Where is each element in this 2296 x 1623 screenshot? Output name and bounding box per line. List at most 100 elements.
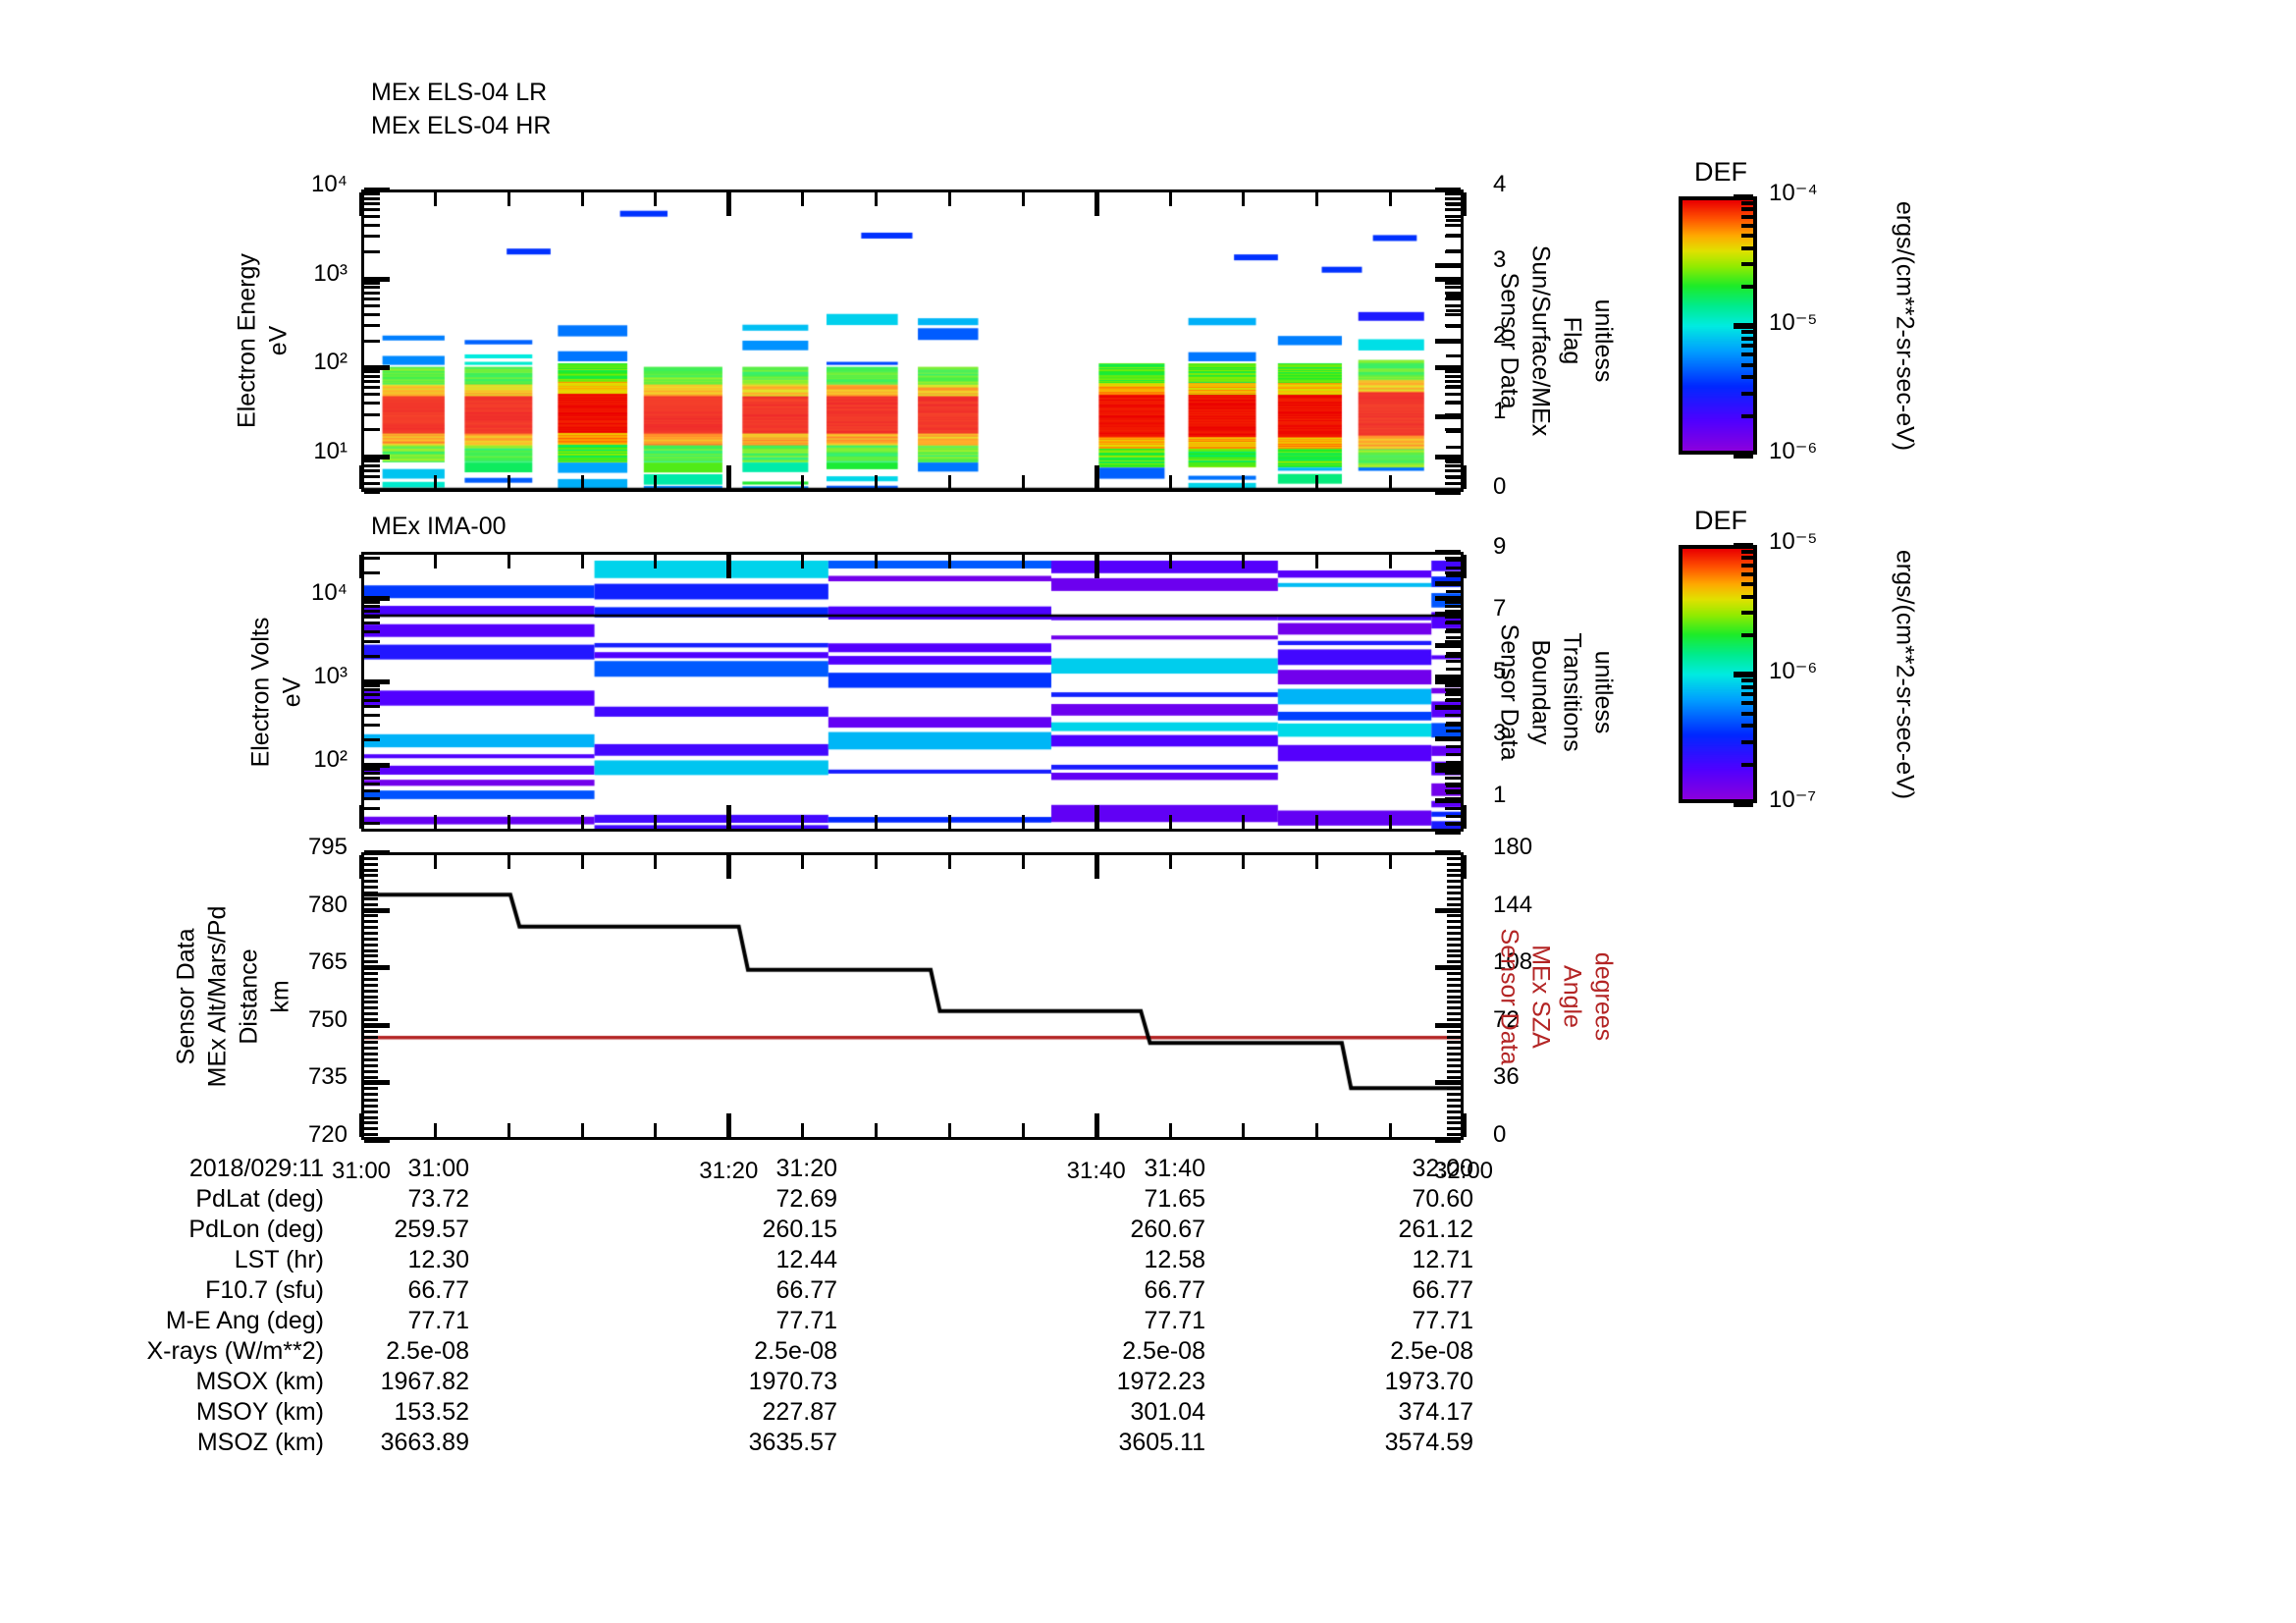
table-cell: 72.69 xyxy=(775,1185,837,1213)
axis-tick xyxy=(1447,943,1461,947)
axis-tick xyxy=(1435,705,1461,711)
axis-tick xyxy=(364,1133,378,1137)
axis-tick xyxy=(364,926,378,930)
axis-tick xyxy=(1021,555,1025,568)
axis-tick xyxy=(1734,542,1753,549)
axis-tick xyxy=(364,724,380,728)
axis-tick xyxy=(580,815,584,829)
axis-tick xyxy=(364,705,380,709)
table-cell: 153.52 xyxy=(394,1398,469,1426)
axis-tick xyxy=(1435,414,1461,419)
axis-tick xyxy=(580,475,584,489)
axis-tick xyxy=(1447,1053,1461,1056)
axis-tick xyxy=(1435,830,1461,835)
axis-tick xyxy=(1741,200,1753,205)
axis-tick xyxy=(1446,460,1461,464)
axis-tick xyxy=(1741,549,1753,554)
table-cell: 3663.89 xyxy=(380,1429,469,1456)
axis-tick xyxy=(1445,196,1461,200)
axis-tick xyxy=(1446,784,1461,787)
axis-tick xyxy=(1446,445,1461,449)
altitude-line-canvas xyxy=(364,855,1461,1137)
axis-tick xyxy=(1446,369,1461,373)
axis-tick xyxy=(1734,193,1753,200)
axis-tick xyxy=(1741,207,1753,212)
axis-tick xyxy=(1445,655,1461,659)
axis-tick xyxy=(1445,788,1461,792)
axis-tick xyxy=(1447,886,1461,890)
axis-tick xyxy=(364,365,390,371)
axis-tick xyxy=(364,215,380,219)
altitude-y-axis-label: km xyxy=(266,979,294,1013)
axis-tick xyxy=(1447,1006,1461,1010)
axis-tick xyxy=(1445,312,1461,316)
axis-tick xyxy=(947,855,951,869)
axis-tick xyxy=(364,943,378,947)
table-row-label: 2018/029:11 xyxy=(188,1155,324,1182)
axis-tick xyxy=(1445,281,1461,285)
colorbar-tick-label: 10⁻⁵ xyxy=(1769,528,1818,555)
table-cell: 66.77 xyxy=(1144,1276,1205,1304)
axis-tick xyxy=(1446,791,1461,795)
axis-tick xyxy=(1446,776,1461,780)
axis-tick xyxy=(1447,1133,1461,1137)
axis-tick xyxy=(1168,475,1172,489)
axis-tick xyxy=(801,475,805,489)
axis-tick xyxy=(875,815,879,829)
axis-tick xyxy=(875,475,879,489)
axis-tick xyxy=(1462,1113,1467,1137)
axis-tick xyxy=(359,192,364,216)
axis-tick xyxy=(1447,954,1461,958)
els-right-axis-label: unitless xyxy=(1589,298,1618,383)
axis-tick xyxy=(1447,1029,1461,1033)
colorbar-tick-label: 10⁻⁷ xyxy=(1769,786,1817,813)
axis-tick xyxy=(1741,633,1753,638)
axis-tick xyxy=(1389,475,1393,489)
axis-tick xyxy=(1447,1057,1461,1061)
axis-tick xyxy=(364,1041,378,1045)
table-row-label: M-E Ang (deg) xyxy=(165,1307,324,1334)
axis-tick xyxy=(1741,563,1753,568)
axis-tick xyxy=(364,339,380,343)
colorbar-tick-label: 10⁻⁶ xyxy=(1769,438,1818,464)
axis-tick xyxy=(1445,303,1461,307)
axis-tick xyxy=(364,655,380,659)
axis-tick xyxy=(1734,323,1753,329)
axis-tick xyxy=(1741,391,1753,396)
axis-tick xyxy=(1446,566,1461,569)
axis-tick xyxy=(1446,621,1461,624)
axis-tick xyxy=(364,688,380,692)
axis-tick xyxy=(1445,782,1461,785)
axis-tick xyxy=(947,1123,951,1137)
axis-tick xyxy=(1445,468,1461,472)
axis-tick xyxy=(1447,856,1461,860)
ima-right-axis-label: Sensor Data xyxy=(1495,623,1523,760)
axis-tick xyxy=(364,738,380,742)
right-tick-label: 7 xyxy=(1493,595,1507,622)
table-row-label: PdLon (deg) xyxy=(188,1216,324,1243)
axis-tick xyxy=(1168,855,1172,869)
axis-tick xyxy=(364,1075,378,1079)
axis-tick xyxy=(364,629,380,633)
axis-tick xyxy=(364,454,390,460)
table-cell: 31:20 xyxy=(775,1155,837,1182)
altitude-y-axis-label: MEx Alt/Mars/Pd xyxy=(203,905,232,1087)
axis-tick xyxy=(364,609,380,613)
axis-tick xyxy=(1315,855,1319,869)
axis-tick xyxy=(1741,330,1753,335)
axis-tick xyxy=(1741,285,1753,290)
axis-tick xyxy=(1445,640,1461,644)
axis-tick xyxy=(1242,855,1246,869)
axis-tick xyxy=(1741,711,1753,716)
axis-tick xyxy=(364,323,380,327)
table-row-label: X-rays (W/m**2) xyxy=(146,1337,324,1365)
axis-tick xyxy=(364,788,380,792)
axis-tick xyxy=(1446,752,1461,756)
axis-tick xyxy=(1445,286,1461,290)
axis-tick xyxy=(364,468,380,472)
axis-tick xyxy=(1446,248,1461,252)
axis-tick xyxy=(364,782,380,785)
axis-tick xyxy=(507,192,510,206)
axis-tick xyxy=(1741,684,1753,689)
axis-tick xyxy=(364,954,378,958)
